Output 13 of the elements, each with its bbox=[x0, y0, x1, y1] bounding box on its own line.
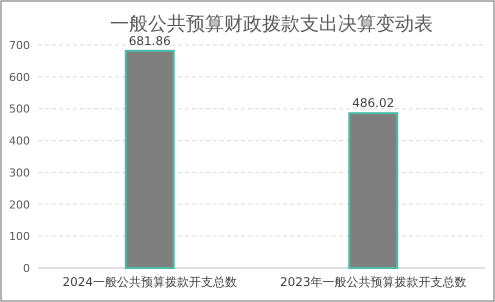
chart-title: 一般公共预算财政拨款支出决算变动表 bbox=[110, 13, 433, 35]
y-tick-label: 100 bbox=[9, 230, 30, 244]
y-tick-label: 400 bbox=[9, 134, 30, 148]
y-tick-label: 300 bbox=[9, 166, 30, 180]
y-tick-label: 200 bbox=[9, 198, 30, 212]
y-tick-label: 500 bbox=[9, 102, 30, 116]
data-label: 681.86 bbox=[128, 34, 171, 48]
y-tick-label: 0 bbox=[23, 262, 30, 275]
x-tick-label: 2023年一般公共预算拨款开支总数 bbox=[280, 275, 467, 289]
y-tick-label: 700 bbox=[9, 39, 30, 52]
y-tick-label: 600 bbox=[9, 70, 30, 84]
data-label: 486.02 bbox=[352, 96, 394, 110]
x-tick-label: 2024一般公共预算拨款开支总数 bbox=[62, 275, 238, 289]
